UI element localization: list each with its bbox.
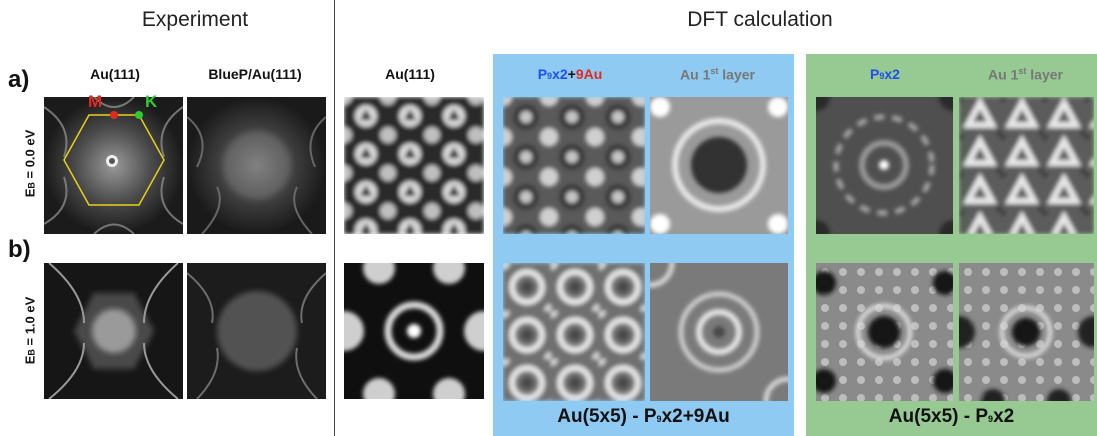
m-point-label: M <box>88 92 103 111</box>
col-green-p9x2: P9x2 <box>870 66 900 82</box>
k-point-marker <box>135 111 143 119</box>
green-p9x2-row-b-image <box>816 263 953 401</box>
col-blue-p9x2-9au: P9x2+9Au <box>537 66 603 82</box>
exp-bluep-row-b-image <box>187 263 326 399</box>
dft-au111-row-a-image <box>344 97 484 234</box>
energy-label-a: EB = 0.0 eV <box>22 129 38 198</box>
row-label-a: a) <box>8 66 30 93</box>
experiment-header: Experiment <box>141 8 249 31</box>
blue-p9x2-9au-row-b-image <box>503 263 645 401</box>
energy-label-b: EB = 1.0 eV <box>22 296 38 365</box>
col-exp-au111: Au(111) <box>90 66 140 82</box>
green-model-caption: Au(5x5) - P9x2 <box>888 406 1015 427</box>
green-au-first-layer-row-a-image <box>959 97 1094 234</box>
col-green-au-first-layer: Au 1st layer <box>988 66 1063 83</box>
col-exp-bluep: BlueP/Au(111) <box>208 66 302 82</box>
m-point-marker <box>110 111 118 119</box>
blue-model-caption: Au(5x5) - P9x2+9Au <box>557 406 730 427</box>
section-divider <box>334 0 335 436</box>
col-dft-au111: Au(111) <box>385 66 435 82</box>
blue-au-first-layer-row-a-image <box>650 97 788 234</box>
green-au-first-layer-row-b-image <box>959 263 1094 401</box>
exp-bluep-row-a-image <box>187 97 326 234</box>
exp-au111-row-b-image <box>44 263 183 399</box>
row-label-b: b) <box>8 236 31 263</box>
blue-p9x2-9au-row-a-image <box>503 97 645 234</box>
brillouin-zone-overlay <box>63 111 165 206</box>
green-p9x2-row-a-image <box>816 97 953 234</box>
col-blue-au-first-layer: Au 1st layer <box>680 66 755 83</box>
exp-au111-row-a-image <box>44 97 183 234</box>
k-point-label: K <box>145 92 158 111</box>
blue-au-first-layer-row-b-image <box>650 263 788 401</box>
dft-header: DFT calculation <box>687 8 833 31</box>
dft-au111-row-b-image <box>344 263 484 399</box>
